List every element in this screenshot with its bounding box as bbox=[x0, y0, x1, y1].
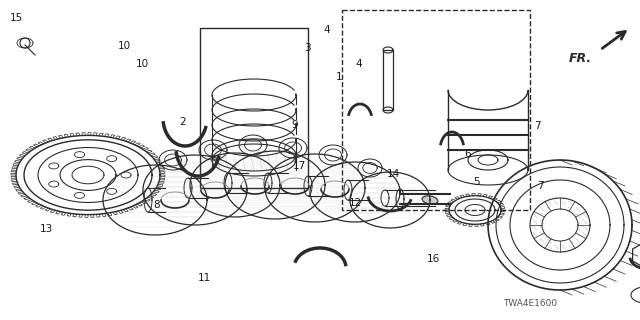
Text: 1: 1 bbox=[336, 72, 342, 82]
Ellipse shape bbox=[422, 196, 438, 204]
Text: 11: 11 bbox=[198, 273, 211, 284]
Text: 13: 13 bbox=[40, 224, 52, 234]
Text: 16: 16 bbox=[428, 254, 440, 264]
Text: 10: 10 bbox=[118, 41, 131, 52]
Text: 12: 12 bbox=[349, 198, 362, 208]
Text: 7: 7 bbox=[538, 180, 544, 191]
Bar bbox=[383, 50, 393, 110]
Text: 2: 2 bbox=[179, 116, 186, 127]
Text: 8: 8 bbox=[154, 200, 160, 210]
Text: 14: 14 bbox=[387, 169, 399, 180]
Text: 5: 5 bbox=[474, 177, 480, 188]
Text: 15: 15 bbox=[10, 12, 22, 23]
Text: 17: 17 bbox=[293, 161, 306, 172]
Bar bbox=[342, 10, 530, 210]
Text: 9: 9 bbox=[291, 120, 298, 130]
Text: 10: 10 bbox=[136, 59, 148, 69]
Text: 6: 6 bbox=[464, 148, 470, 159]
Text: 4: 4 bbox=[355, 59, 362, 69]
Bar bbox=[200, 28, 308, 188]
Text: FR.: FR. bbox=[569, 52, 592, 65]
Text: 4: 4 bbox=[323, 25, 330, 36]
Text: TWA4E1600: TWA4E1600 bbox=[502, 300, 557, 308]
Text: 7: 7 bbox=[534, 121, 541, 132]
Text: 3: 3 bbox=[304, 43, 310, 53]
